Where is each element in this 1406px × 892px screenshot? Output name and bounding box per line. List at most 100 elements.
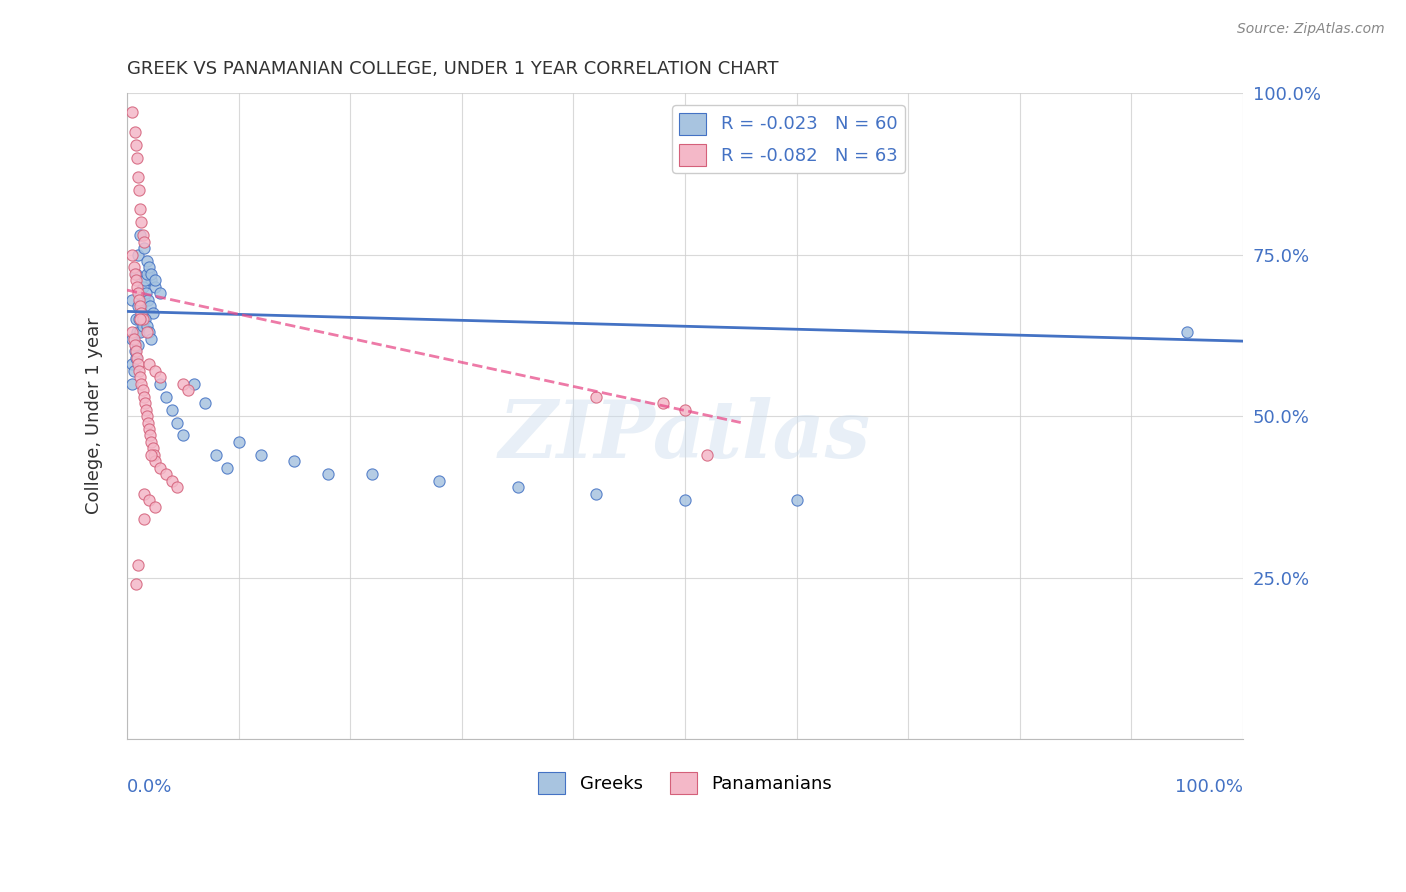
Point — [121, 325, 143, 339]
Point — [131, 215, 153, 229]
Point — [131, 318, 153, 333]
Point — [194, 396, 217, 410]
Point — [136, 416, 159, 430]
Point — [143, 364, 166, 378]
Point — [673, 402, 696, 417]
Point — [129, 228, 152, 243]
Point — [651, 396, 673, 410]
Point — [125, 273, 148, 287]
Point — [121, 105, 143, 120]
Point — [135, 402, 157, 417]
Point — [155, 390, 177, 404]
Text: GREEK VS PANAMANIAN COLLEGE, UNDER 1 YEAR CORRELATION CHART: GREEK VS PANAMANIAN COLLEGE, UNDER 1 YEA… — [127, 60, 779, 78]
Point — [129, 370, 152, 384]
Point — [136, 293, 159, 307]
Point — [121, 247, 143, 261]
Point — [125, 137, 148, 152]
Text: 100.0%: 100.0% — [1175, 778, 1243, 796]
Point — [125, 325, 148, 339]
Point — [673, 493, 696, 508]
Point — [136, 325, 159, 339]
Point — [149, 370, 172, 384]
Point — [136, 254, 159, 268]
Point — [127, 299, 149, 313]
Point — [141, 448, 163, 462]
Point — [132, 512, 155, 526]
Point — [124, 338, 146, 352]
Point — [250, 448, 273, 462]
Point — [135, 286, 157, 301]
Point — [125, 267, 148, 281]
Point — [127, 286, 149, 301]
Point — [131, 383, 153, 397]
Point — [122, 332, 145, 346]
Point — [166, 480, 188, 494]
Point — [125, 280, 148, 294]
Point — [138, 358, 160, 372]
Point — [125, 312, 148, 326]
Point — [172, 428, 194, 442]
Point — [121, 358, 143, 372]
Point — [121, 293, 143, 307]
Point — [125, 351, 148, 365]
Point — [128, 293, 150, 307]
Point — [138, 493, 160, 508]
Point — [136, 267, 159, 281]
Point — [149, 460, 172, 475]
Point — [283, 454, 305, 468]
Text: Source: ZipAtlas.com: Source: ZipAtlas.com — [1237, 22, 1385, 37]
Point — [696, 448, 718, 462]
Point — [136, 318, 159, 333]
Point — [141, 273, 163, 287]
Point — [143, 454, 166, 468]
Point — [177, 383, 200, 397]
Point — [127, 558, 149, 572]
Point — [142, 448, 165, 462]
Point — [128, 312, 150, 326]
Point — [139, 299, 162, 313]
Point — [316, 467, 339, 482]
Point — [361, 467, 384, 482]
Point — [122, 364, 145, 378]
Point — [134, 273, 156, 287]
Point — [143, 500, 166, 514]
Point — [183, 376, 205, 391]
Point — [132, 241, 155, 255]
Point — [142, 306, 165, 320]
Point — [585, 390, 607, 404]
Point — [217, 460, 239, 475]
Point — [129, 325, 152, 339]
Point — [155, 467, 177, 482]
Point — [129, 286, 152, 301]
Point — [506, 480, 529, 494]
Point — [131, 228, 153, 243]
Point — [139, 428, 162, 442]
Point — [142, 442, 165, 456]
Point — [127, 358, 149, 372]
Point — [149, 376, 172, 391]
Point — [141, 267, 163, 281]
Point — [138, 260, 160, 275]
Point — [141, 434, 163, 449]
Point — [141, 332, 163, 346]
Point — [124, 344, 146, 359]
Point — [131, 376, 153, 391]
Text: ZIPatlas: ZIPatlas — [499, 397, 870, 475]
Point — [122, 260, 145, 275]
Point — [131, 299, 153, 313]
Point — [125, 151, 148, 165]
Point — [129, 202, 152, 217]
Point — [143, 280, 166, 294]
Point — [132, 486, 155, 500]
Point — [124, 267, 146, 281]
Point — [121, 332, 143, 346]
Point — [121, 376, 143, 391]
Point — [138, 267, 160, 281]
Point — [125, 577, 148, 591]
Point — [585, 486, 607, 500]
Legend: Greeks, Panamanians: Greeks, Panamanians — [531, 764, 839, 801]
Point — [1175, 325, 1198, 339]
Text: 0.0%: 0.0% — [127, 778, 173, 796]
Point — [128, 364, 150, 378]
Point — [129, 299, 152, 313]
